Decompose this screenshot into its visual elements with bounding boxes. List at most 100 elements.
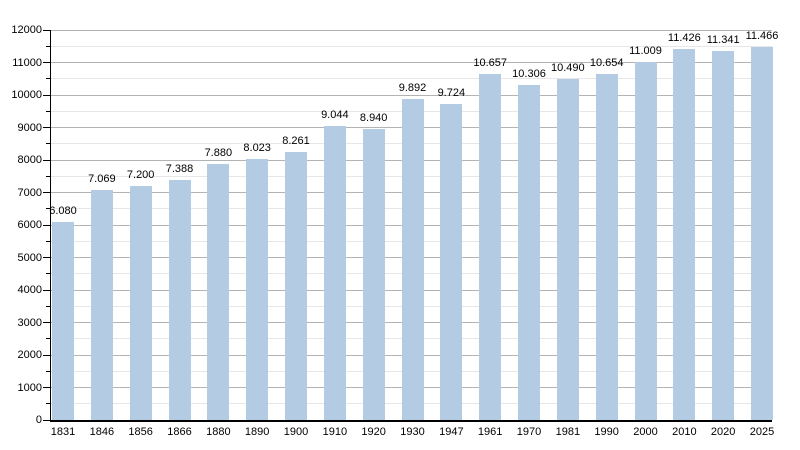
bar-1990: [595, 73, 618, 420]
bar-1910: [323, 126, 346, 420]
y-axis-tick: [43, 289, 50, 291]
y-axis-minor-tick: [46, 78, 50, 80]
bar-value-label: 10.306: [512, 68, 546, 81]
y-axis-tick: [43, 94, 50, 96]
bar-2000: [634, 62, 657, 420]
y-tick-label: 9000: [17, 121, 42, 134]
y-axis-tick: [43, 62, 50, 63]
y-axis-minor-tick: [46, 110, 50, 112]
bar-value-label: 11.009: [629, 45, 662, 58]
y-axis-minor-tick: [46, 208, 50, 210]
y-tick-label: 4000: [17, 284, 42, 296]
y-tick-label: 5000: [17, 251, 42, 264]
x-tick-label: 1961: [477, 426, 503, 438]
x-tick-label: 1880: [206, 426, 231, 438]
y-axis-minor-tick: [46, 240, 50, 242]
bar-value-label: 7.069: [88, 173, 116, 186]
y-tick-label: 6000: [17, 219, 42, 231]
bar-value-label: 11.341: [706, 34, 740, 47]
bar-value-label: 11.466: [745, 30, 779, 43]
y-tick-label: 11000: [12, 56, 42, 69]
x-tick-label: 1866: [167, 426, 192, 438]
bar-1866: [168, 179, 191, 420]
bar-2010: [673, 48, 696, 420]
gridline-major: [51, 94, 772, 96]
x-tick-label: 1990: [594, 426, 619, 438]
bar-1981: [556, 79, 579, 420]
bar-value-label: 8.023: [243, 142, 271, 155]
y-axis-tick: [43, 322, 50, 323]
bar-1930: [401, 98, 424, 420]
y-tick-label: 8000: [17, 154, 42, 166]
bar-1831: [52, 222, 74, 420]
bar-value-label: 7.880: [204, 146, 233, 159]
y-axis-minor-tick: [46, 403, 50, 405]
bar-1970: [518, 85, 540, 420]
bar-2020: [712, 51, 735, 420]
bar-value-label: 8.261: [282, 134, 310, 147]
bar-value-label: 11.426: [667, 31, 701, 44]
bar-value-label: 9.044: [321, 109, 349, 122]
x-tick-label: 1970: [516, 426, 542, 438]
bar-1900: [285, 151, 307, 420]
x-tick-label: 1900: [283, 426, 309, 438]
y-tick-label: 1000: [17, 381, 42, 394]
y-axis-tick: [43, 354, 50, 356]
y-tick-label: 0: [35, 414, 42, 426]
x-tick-label: 1831: [50, 426, 76, 438]
bar-1920: [362, 129, 385, 420]
bar-value-label: 7.200: [126, 169, 155, 181]
y-tick-label: 12000: [11, 24, 42, 36]
bar-1856: [129, 186, 152, 420]
y-axis-tick: [43, 159, 50, 161]
y-axis-tick: [43, 257, 50, 258]
bar-value-label: 6.080: [49, 205, 77, 218]
bar-value-label: 10.654: [589, 56, 624, 69]
y-tick-label: 10000: [11, 89, 42, 101]
bar-value-label: 9.892: [398, 81, 427, 94]
y-axis-minor-tick: [46, 273, 50, 275]
x-tick-label: 2000: [633, 426, 658, 438]
bar-1880: [207, 163, 230, 420]
y-axis-tick: [43, 29, 50, 31]
y-axis-tick: [43, 224, 50, 226]
bar-1947: [440, 103, 463, 420]
x-tick-label: 1890: [244, 426, 270, 438]
plot-area: 6.080 7.069 7.200 7.388 7.880 8.023 8.261 9.044…: [49, 29, 778, 422]
x-tick-label: 1947: [439, 426, 464, 438]
y-axis-minor-tick: [46, 338, 50, 340]
y-axis-tick: [43, 127, 50, 128]
bar-value-label: 8.940: [359, 112, 388, 125]
y-axis-tick: [43, 387, 50, 388]
x-tick-label: 1856: [128, 426, 153, 438]
bar-2025: [751, 47, 773, 420]
y-axis-minor-tick: [46, 370, 50, 372]
x-tick-label: 2020: [710, 426, 736, 438]
y-tick-label: 3000: [17, 316, 42, 329]
bar-value-label: 9.724: [437, 86, 466, 99]
x-tick-label: 1981: [555, 426, 581, 438]
x-tick-label: 1846: [89, 426, 115, 438]
bar-1846: [90, 190, 113, 420]
x-tick-label: 1910: [322, 426, 348, 438]
bar-1890: [246, 159, 269, 420]
bar-value-label: 7.388: [165, 162, 194, 175]
gridline-major: [51, 62, 772, 63]
x-tick-label: 1930: [400, 426, 425, 438]
x-tick-label: 2025: [749, 426, 775, 438]
bar-1961: [479, 73, 502, 420]
y-axis-minor-tick: [46, 305, 50, 307]
y-tick-label: 7000: [17, 186, 42, 199]
x-tick-label: 2010: [672, 426, 697, 438]
y-axis-minor-tick: [46, 175, 50, 177]
x-tick-label: 1920: [361, 426, 386, 438]
gridline-minor: [51, 78, 772, 80]
y-axis-tick: [43, 192, 50, 193]
bar-value-label: 10.490: [551, 62, 585, 75]
bar-value-label: 10.657: [473, 56, 507, 69]
gridline-minor: [51, 45, 772, 47]
y-axis-tick: [43, 419, 50, 421]
y-tick-label: 2000: [17, 349, 42, 361]
y-axis-minor-tick: [46, 45, 50, 47]
